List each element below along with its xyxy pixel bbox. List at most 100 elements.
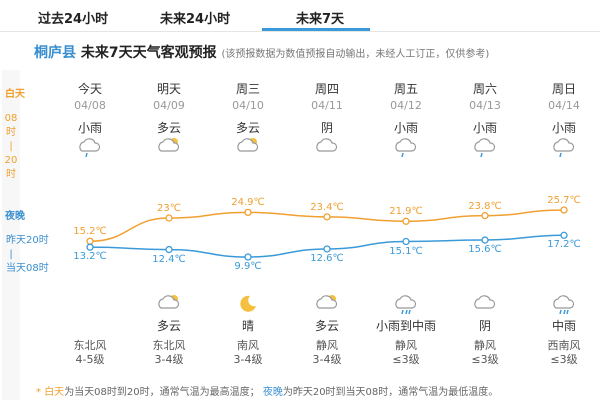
header: 桐庐县 未来7天天气客观预报 (该预报数据为数值预报自动输出，未经人工订正，仅供…: [34, 42, 489, 62]
night-weather: 多云: [314, 319, 340, 333]
label: 白天: [5, 89, 25, 100]
cloud: [553, 138, 575, 152]
rain: [405, 309, 408, 315]
tab[interactable]: 过去24小时: [38, 12, 109, 27]
rain: [563, 309, 566, 315]
temp-point: [244, 253, 252, 261]
night-weather: 中雨: [551, 319, 577, 333]
temp-point: [323, 213, 331, 221]
wind: 西南风: [547, 339, 581, 352]
day-name: 明天: [156, 82, 182, 96]
day-key: 白天: [44, 387, 65, 398]
wind: 东北风: [73, 339, 107, 352]
wind-level: ≤3级: [550, 353, 578, 366]
weather-icon: [158, 295, 180, 309]
divider: [0, 31, 600, 32]
wind: 东北风: [152, 339, 186, 352]
rain: [480, 152, 483, 158]
temp-label: 21.9℃: [389, 206, 423, 218]
side-day: 白天 08 时 | 20 时: [2, 88, 25, 182]
note: (该预报数据为数值预报自动输出，未经人工订正，仅供参考): [221, 49, 490, 60]
weather-icon: [553, 295, 575, 315]
wind: 静风: [316, 339, 338, 352]
temp-label: 9.9℃: [234, 261, 262, 272]
label: 时: [6, 127, 16, 138]
day-name: 周日: [551, 82, 577, 96]
temp-label: 13.2℃: [73, 251, 107, 263]
temp-label: 25.7℃: [547, 195, 581, 206]
rain: [559, 152, 562, 158]
tab[interactable]: 未来24小时: [160, 12, 231, 27]
temp-label: 23℃: [157, 203, 181, 215]
label: |: [9, 141, 13, 152]
weather-icon: [553, 138, 575, 158]
weather-icon: [316, 138, 338, 152]
night-weather: 晴: [241, 319, 255, 333]
text: 为当天08时到20时，通常气温为最高温度；: [64, 387, 260, 398]
rain: [401, 309, 404, 315]
cloud: [158, 295, 180, 309]
wind: 南风: [237, 339, 259, 352]
temp-label: 12.6℃: [310, 252, 344, 264]
temp-label: 15.1℃: [389, 245, 423, 257]
wind-level: ≤3级: [392, 353, 420, 366]
day-name: 周五: [393, 82, 419, 96]
day-weather: 小雨: [472, 121, 498, 135]
temp-label: 15.6℃: [468, 244, 502, 256]
weather-icon: [474, 138, 496, 158]
day-weather: 小雨: [551, 121, 577, 135]
night-weather: 小雨到中雨: [375, 319, 437, 333]
temp-point: [402, 217, 410, 225]
day-name: 周六: [472, 82, 498, 96]
cloud: [395, 295, 417, 309]
rain: [566, 309, 569, 315]
rain: [408, 309, 411, 315]
date: 04/10: [232, 99, 264, 112]
weather-icon: [316, 295, 338, 309]
cloud: [474, 138, 496, 152]
weather-icon: [395, 295, 417, 315]
cloud: [474, 295, 496, 309]
tab-active[interactable]: 未来7天: [296, 12, 345, 27]
date: 04/11: [311, 99, 343, 112]
temp-point: [402, 237, 410, 246]
weather-icon: [237, 138, 259, 152]
cloud: [316, 138, 338, 152]
cloud: [237, 138, 259, 152]
day-weather: 多云: [156, 121, 182, 135]
temp-label: 15.2℃: [73, 226, 107, 238]
side-bar: [2, 70, 20, 400]
temp-label: 24.9℃: [231, 197, 265, 209]
date: 04/13: [469, 99, 501, 112]
night-key: 夜晚: [262, 387, 283, 398]
temp-point: [165, 245, 173, 254]
place: 桐庐县: [34, 45, 76, 61]
temp-point: [560, 206, 568, 214]
temp-point: [244, 208, 252, 217]
footer: * 白天为当天08时到20时，通常气温为最高温度； 夜晚为昨天20时到当天08时…: [36, 383, 498, 398]
weather-icon: [474, 295, 496, 309]
day-name: 今天: [77, 82, 103, 96]
night-weather: 多云: [156, 319, 182, 333]
cloud: [316, 295, 338, 309]
temp-point: [481, 236, 489, 244]
weather-icon: [395, 138, 417, 158]
day-weather: 小雨: [393, 121, 419, 135]
label: 20: [4, 155, 18, 166]
wind-level: 3-4级: [233, 353, 263, 366]
label: |: [9, 249, 13, 260]
day-name: 周三: [235, 82, 261, 96]
wind-level: 3-4级: [154, 353, 184, 366]
wind: 静风: [395, 339, 417, 352]
day-weather: 阴: [320, 121, 334, 135]
tab-underline: [262, 28, 370, 31]
label: 时: [6, 169, 16, 180]
temp-point: [481, 212, 489, 220]
cloud: [79, 138, 101, 152]
rain: [401, 152, 404, 158]
cloud: [158, 138, 180, 152]
date: 04/14: [548, 99, 580, 112]
wind-level: ≤3级: [471, 353, 499, 366]
temp-point: [560, 231, 568, 239]
